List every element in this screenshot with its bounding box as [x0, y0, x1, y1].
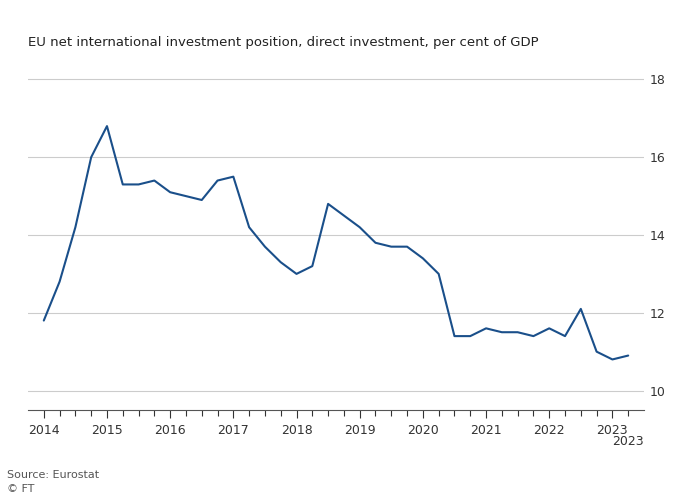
- Text: Source: Eurostat: Source: Eurostat: [7, 470, 99, 480]
- Text: © FT: © FT: [7, 484, 34, 494]
- Text: EU net international investment position, direct investment, per cent of GDP: EU net international investment position…: [28, 36, 538, 49]
- Text: 2023: 2023: [612, 435, 644, 448]
